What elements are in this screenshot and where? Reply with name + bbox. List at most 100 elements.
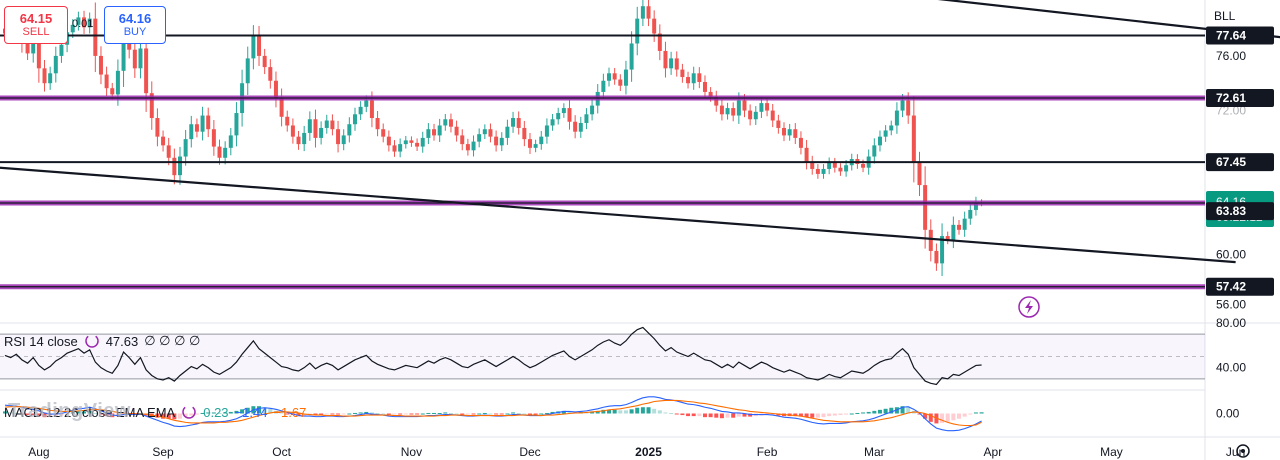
candle-body [177, 156, 182, 176]
candle-body [573, 121, 578, 132]
macd-histogram-bar [488, 413, 493, 415]
indicator-icon[interactable] [84, 333, 100, 349]
candle-body [815, 168, 820, 174]
spread-value: 0.01 [72, 18, 94, 30]
candle-body [561, 108, 566, 114]
sell-button[interactable]: 64.15 SELL [4, 6, 68, 44]
macd-histogram-bar [821, 413, 826, 418]
candle-body [369, 100, 374, 119]
macd-histogram-bar [59, 413, 64, 416]
candle-body [962, 218, 967, 230]
trendlines[interactable] [0, 0, 1280, 264]
macd-histogram-bar [245, 407, 250, 414]
time-tick-label: Apr [984, 445, 1003, 459]
macd-histogram-bar [172, 413, 177, 420]
indicator-icon[interactable] [181, 404, 197, 420]
candle-body [567, 108, 572, 122]
symbol-label[interactable]: BLL [1214, 9, 1236, 23]
candle-body [93, 18, 98, 56]
candle-body [691, 73, 696, 84]
trendline[interactable] [558, 0, 1280, 40]
candle-body [635, 18, 640, 44]
macd-histogram-bar [319, 413, 324, 416]
macd-histogram-bar [240, 409, 245, 414]
level-price-label: 77.64 [1216, 29, 1246, 43]
horizontal-levels[interactable] [0, 34, 1205, 290]
candle-body [765, 103, 770, 111]
level-price-label-bg[interactable] [1206, 26, 1274, 45]
macd-histogram-bar [76, 411, 81, 414]
candle-body [262, 55, 267, 68]
macd-legend[interactable]: MACD 12 26 close EMA EMA 0.23 −1.44 −1.6… [4, 404, 306, 420]
macd-histogram-bar [714, 413, 719, 418]
macd-histogram-bar [522, 413, 527, 415]
candle-body [217, 146, 222, 158]
settings-icon[interactable] [1236, 444, 1250, 458]
price-tick-label: 76.00 [1216, 49, 1246, 63]
candle-body [471, 141, 476, 151]
macd-histogram-bar [420, 413, 425, 415]
macd-signal-line [4, 399, 982, 427]
candle-body [53, 55, 58, 74]
candle-body [488, 129, 493, 137]
macd-histogram-bar [973, 412, 978, 414]
macd-histogram-bar [798, 413, 803, 417]
macd-histogram-bar [838, 413, 843, 416]
level-price-label-bg[interactable] [1206, 153, 1274, 172]
price-axis[interactable]: 76.0060.0056.0072.0068.0077.6472.6167.45… [1206, 26, 1274, 421]
candle-body [894, 110, 899, 126]
time-axis[interactable]: Aug Sep Oct Nov Dec 2025 Feb Mar Apr May Jun [28, 445, 1245, 459]
candlestick-series [3, 0, 984, 277]
candle-body [273, 80, 278, 99]
macd-histogram-bar [161, 413, 166, 419]
candle-body [149, 93, 154, 119]
macd-histogram-bar [415, 413, 420, 415]
macd-histogram-bar [708, 413, 713, 418]
candle-body [138, 48, 143, 69]
candle-body [121, 33, 126, 71]
macd-histogram-bar [336, 413, 341, 415]
macd-histogram-bar [477, 413, 482, 415]
level-price-label-bg[interactable] [1206, 202, 1274, 221]
macd-histogram-bar [403, 413, 408, 415]
candle-body [59, 44, 64, 56]
candle-body [640, 6, 645, 19]
buy-button[interactable]: 64.16 BUY [104, 6, 166, 44]
macd-histogram-bar [313, 413, 318, 416]
candle-body [657, 33, 662, 51]
candle-body [505, 126, 510, 138]
candle-body [341, 135, 346, 145]
candle-body [522, 127, 527, 140]
candle-body [719, 105, 724, 115]
candle-body [877, 136, 882, 146]
macd-histogram-bar [189, 413, 194, 416]
level-price-label-bg[interactable] [1206, 277, 1274, 296]
candle-body [629, 43, 634, 70]
macd-pane [3, 396, 984, 432]
candle-body [183, 139, 188, 157]
candle-body [398, 144, 403, 152]
macd-hist-value: 0.23 [203, 404, 229, 420]
candle-body [330, 120, 335, 130]
candle-body [511, 118, 516, 127]
candle-body [731, 108, 736, 116]
candle-body [923, 185, 928, 230]
macd-histogram-bar [482, 412, 487, 414]
macd-histogram-bar [381, 413, 386, 415]
rsi-extra: ∅ ∅ ∅ ∅ [144, 333, 201, 348]
lightning-icon[interactable] [1018, 296, 1040, 318]
rsi-legend[interactable]: RSI 14 close 47.63 ∅ ∅ ∅ ∅ [4, 333, 200, 349]
macd-histogram-bar [883, 408, 888, 414]
macd-histogram-bar [702, 413, 707, 418]
candle-body [928, 229, 933, 251]
macd-histogram-bar [48, 413, 53, 418]
candle-body [307, 119, 312, 133]
candle-body [674, 58, 679, 70]
candle-body [211, 129, 216, 147]
trendline[interactable] [0, 166, 1236, 264]
candle-body [968, 209, 973, 219]
macd-histogram-bar [36, 413, 41, 417]
candle-body [793, 129, 798, 138]
level-price-label-bg[interactable] [1206, 89, 1274, 108]
